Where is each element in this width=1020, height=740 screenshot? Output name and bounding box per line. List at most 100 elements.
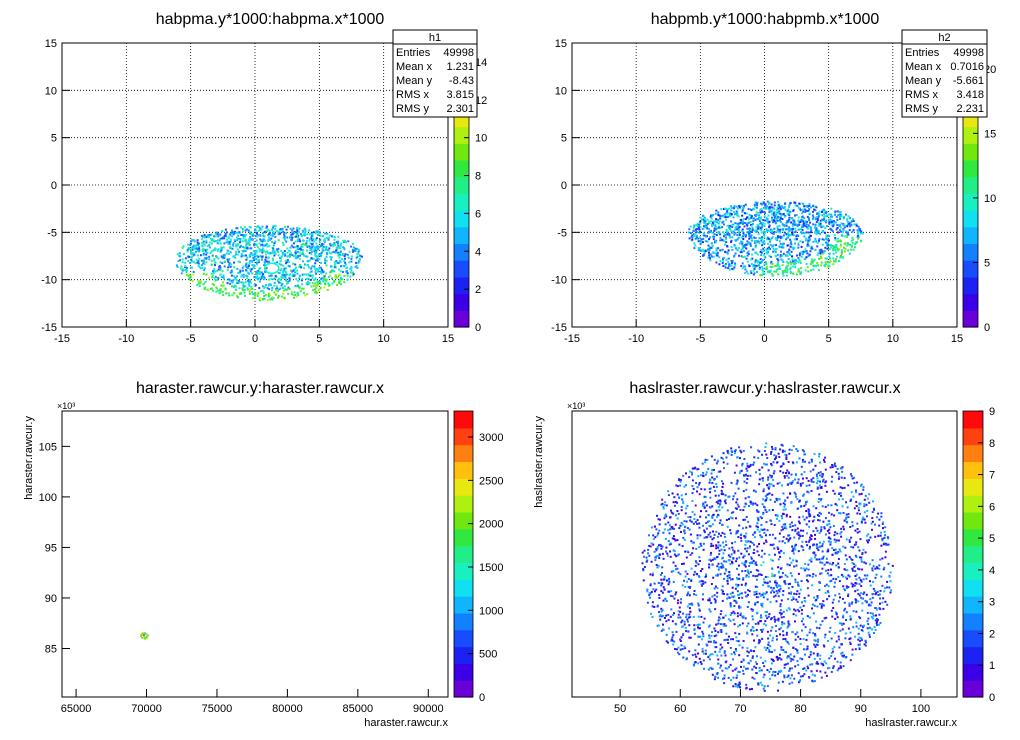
plot-frame: [61, 410, 449, 698]
x-tick-label: 15: [951, 333, 963, 345]
colorbar-segment: [963, 680, 983, 698]
colorbar-segment: [963, 159, 978, 178]
colorbar-segment: [454, 159, 469, 178]
colorbar-tick-label: 4: [475, 246, 481, 258]
y-tick-label: 0: [561, 180, 567, 192]
colorbar-tick-label: 2000: [479, 519, 503, 531]
colorbar-segment: [454, 478, 473, 496]
colorbar-segment: [963, 478, 983, 496]
y-tick-label: 100: [39, 492, 57, 504]
stats-value: 49998: [443, 47, 474, 59]
colorbar-segment: [454, 243, 469, 261]
colorbar-segment: [454, 126, 469, 144]
x-tick-label: 65000: [61, 703, 92, 715]
chart-panel-1: habpma.y*1000:habpma.x*1000 -15 -10 -5 0 5 10 1…: [41, 11, 487, 345]
y-axis-label: haraster.rawcur.y: [23, 416, 35, 500]
stats-value: 3.815: [446, 89, 474, 101]
x-tick-label: -5: [695, 333, 705, 345]
colorbar-tick-label: 8: [475, 171, 481, 183]
x-tick-label: -15: [564, 333, 580, 345]
colorbar-tick-label: 2: [989, 628, 995, 640]
colorbar-segment: [454, 612, 473, 631]
colorbar-segment: [963, 545, 983, 564]
colorbar-segment: [454, 193, 469, 211]
colorbar-segment: [963, 495, 983, 513]
colorbar-tick-label: 6: [475, 208, 481, 220]
stats-label: RMS y: [396, 103, 430, 115]
x-tick-label: -15: [54, 333, 70, 345]
colorbar-tick-label: 10: [475, 133, 487, 145]
y-tick-label: -10: [551, 275, 567, 287]
x-tick-label: 80: [794, 703, 806, 715]
colorbar-segment: [454, 528, 473, 547]
stats-label: RMS y: [905, 103, 939, 115]
colorbar-segment: [454, 210, 469, 228]
colorbar-tick-label: 8: [989, 438, 995, 450]
x-tick-label: 10: [887, 333, 899, 345]
colorbar-tick-label: 1000: [479, 605, 503, 617]
colorbar-segment: [963, 226, 978, 245]
x-axis-label: haraster.rawcur.x: [364, 717, 448, 729]
colorbar-tick-label: 1: [989, 660, 995, 672]
stats-value: -8.43: [449, 75, 474, 87]
x-tick-label: -10: [118, 333, 134, 345]
stats-label: RMS x: [905, 89, 939, 101]
colorbar-tick-label: 15: [984, 128, 996, 140]
y-tick-label: 90: [45, 593, 57, 605]
stats-label: Mean y: [905, 75, 942, 87]
hole-ring: [263, 262, 280, 275]
y-tick-label: 10: [45, 85, 57, 97]
y-tick-label: 105: [39, 441, 57, 453]
colorbar-segment: [454, 579, 473, 597]
stats-value: 1.231: [446, 61, 474, 73]
x-tick-label: -5: [186, 333, 196, 345]
colorbar-segment: [963, 293, 978, 311]
colorbar-tick-label: 1500: [479, 562, 503, 574]
chart-title: habpmb.y*1000:habpmb.x*1000: [651, 11, 880, 28]
colorbar-segment: [963, 276, 978, 295]
stats-label: Mean x: [396, 61, 433, 73]
colorbar-segment: [963, 427, 983, 446]
colorbar-segment: [963, 562, 983, 580]
y-tick-label: -15: [551, 322, 567, 334]
colorbar-segment: [454, 680, 473, 698]
colorbar-segment: [963, 528, 983, 547]
colorbar-segment: [454, 411, 473, 429]
colorbar-segment: [963, 612, 983, 631]
x-tick-label: 50: [614, 703, 626, 715]
colorbar-tick-label: 7: [989, 470, 995, 482]
y-tick-label: 5: [561, 133, 567, 145]
y-exponent: ×10³: [57, 401, 75, 411]
x-tick-label: 90000: [413, 703, 444, 715]
colorbar-tick-label: 2500: [479, 475, 503, 487]
stats-label: Entries: [905, 47, 940, 59]
x-tick-label: 5: [826, 333, 832, 345]
colorbar: 0 1 2 3 4 5 6 7 8 9: [962, 406, 995, 704]
y-tick-label: 85: [45, 643, 57, 655]
stats-box: h2 Entries 49998 Mean x 0.7016 Mean y -5.661 RM…: [901, 29, 988, 118]
stats-label: Mean x: [905, 61, 942, 73]
x-tick-label: 90: [855, 703, 867, 715]
x-tick-label: 80000: [272, 703, 303, 715]
y-tick-label: 15: [555, 38, 567, 50]
colorbar-segment: [454, 663, 473, 681]
colorbar-tick-label: 14: [475, 57, 487, 69]
colorbar-segment: [963, 444, 983, 463]
chart-panel-2: habpmb.y*1000:habpmb.x*1000 -15 -10 -5 0 5 10 1…: [551, 11, 996, 345]
colorbar-segment: [454, 646, 473, 664]
stats-name: h2: [938, 32, 950, 44]
colorbar-segment: [454, 427, 473, 446]
y-tick-label: 5: [51, 133, 57, 145]
stats-name: h1: [429, 32, 441, 44]
stats-label: Entries: [396, 47, 431, 59]
colorbar-segment: [963, 260, 978, 278]
y-axis-label: haslraster.rawcur.y: [533, 416, 545, 508]
colorbar-segment: [963, 126, 978, 144]
colorbar-tick-label: 5: [984, 257, 990, 269]
stats-label: Mean y: [396, 75, 433, 87]
stats-value: -5.661: [953, 75, 984, 87]
heatmap-cells: [687, 200, 864, 277]
colorbar-segment: [454, 310, 469, 328]
y-tick-label: -10: [41, 275, 57, 287]
colorbar-tick-label: 5: [989, 533, 995, 545]
